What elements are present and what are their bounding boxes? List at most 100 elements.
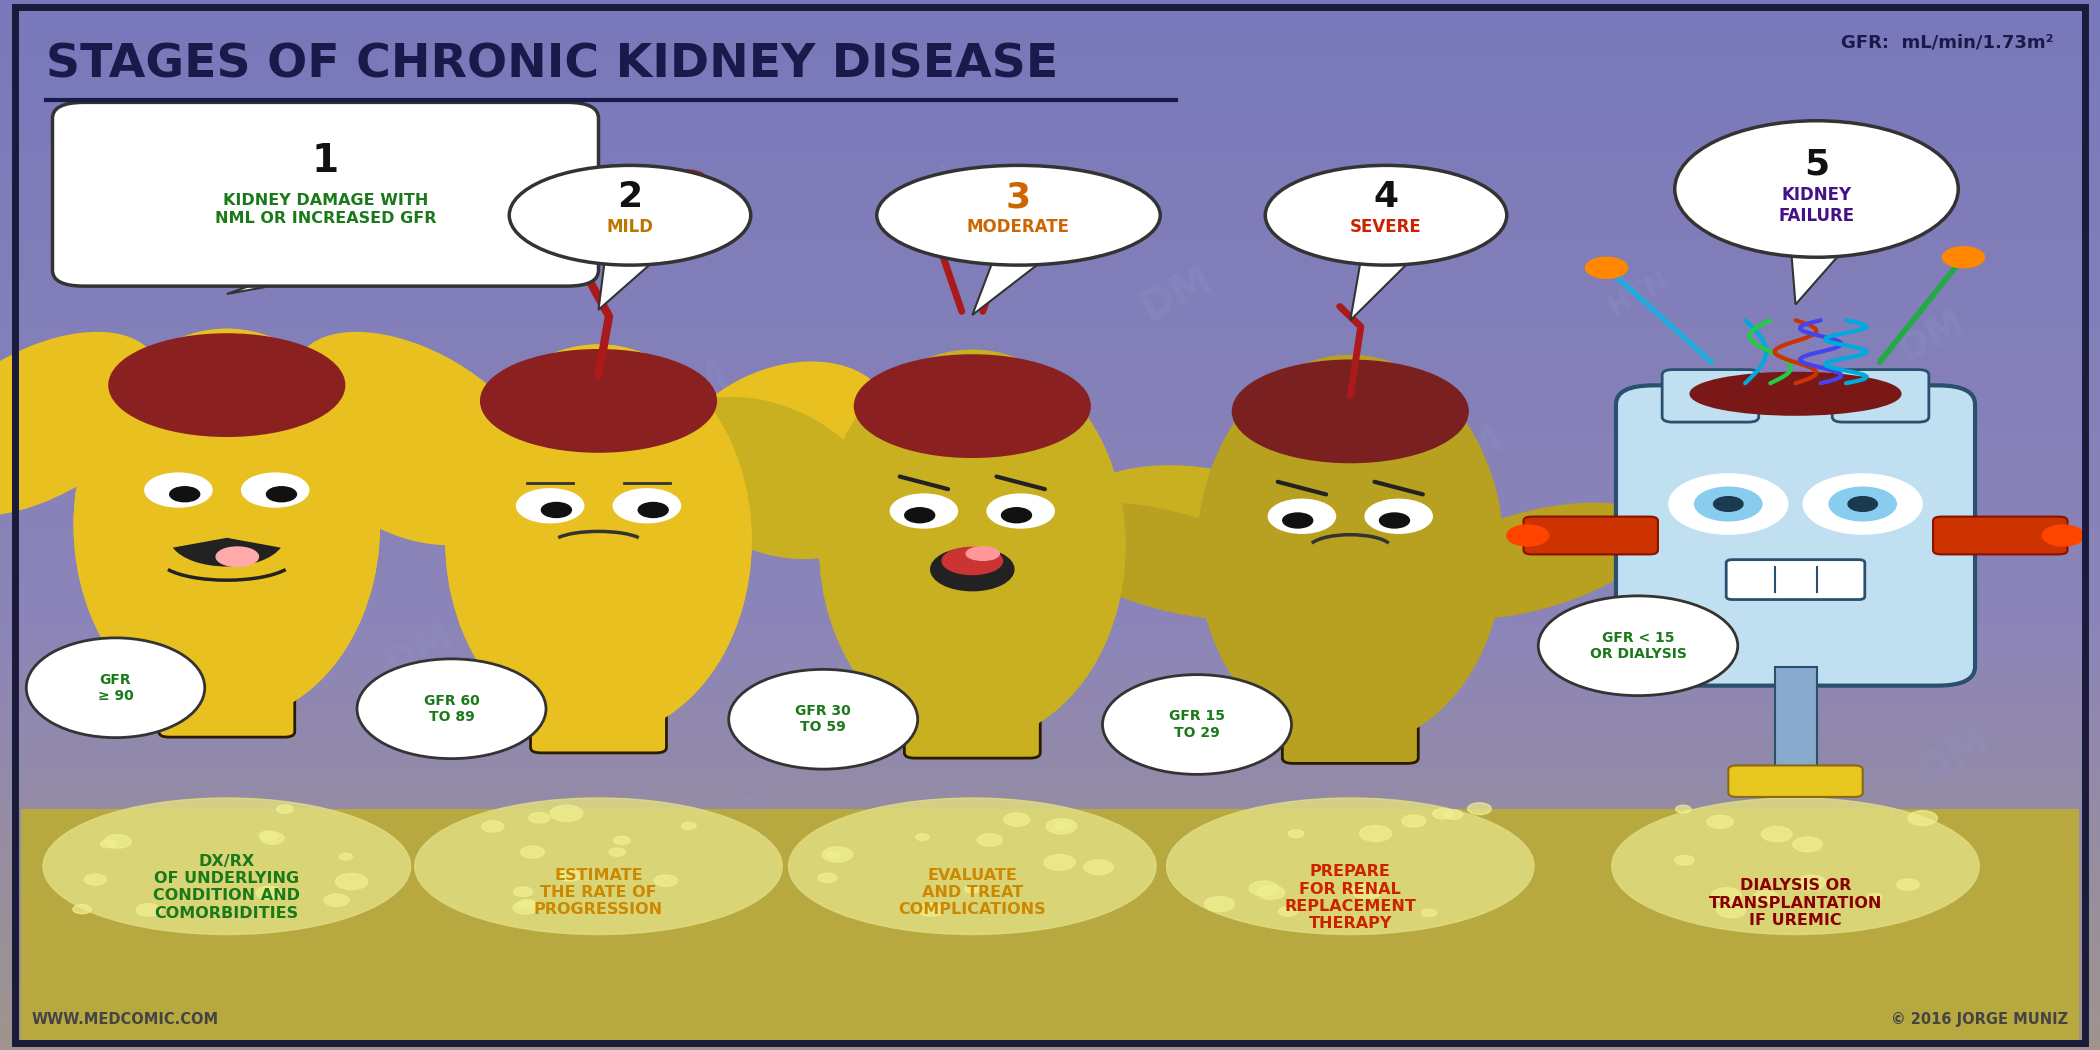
Circle shape: [1054, 821, 1071, 830]
Bar: [0, 609, 2100, 612]
Bar: [0, 679, 2100, 682]
Bar: [0, 301, 2100, 304]
Bar: [0, 1026, 2100, 1029]
Bar: [0, 774, 2100, 777]
Ellipse shape: [821, 352, 1124, 740]
Circle shape: [323, 894, 349, 906]
Circle shape: [1762, 826, 1791, 842]
Circle shape: [1712, 887, 1741, 903]
Bar: [0, 49, 2100, 53]
Bar: [0, 861, 2100, 864]
Bar: [0, 448, 2100, 451]
Bar: [0, 669, 2100, 672]
Ellipse shape: [878, 165, 1159, 265]
Bar: [0, 312, 2100, 315]
Bar: [0, 318, 2100, 322]
Bar: [0, 816, 2100, 819]
Bar: [0, 672, 2100, 675]
Bar: [0, 231, 2100, 234]
Bar: [0, 24, 2100, 28]
Bar: [0, 213, 2100, 217]
Circle shape: [481, 821, 504, 832]
Ellipse shape: [1264, 165, 1508, 265]
Bar: [0, 399, 2100, 402]
Bar: [0, 833, 2100, 837]
Circle shape: [1907, 811, 1938, 825]
Bar: [0, 711, 2100, 714]
Bar: [0, 270, 2100, 273]
Circle shape: [153, 130, 195, 151]
Bar: [0, 788, 2100, 791]
Bar: [0, 10, 2100, 14]
Text: DM: DM: [699, 789, 771, 849]
Bar: [0, 150, 2100, 154]
Bar: [0, 598, 2100, 602]
Text: SEVERE: SEVERE: [1350, 218, 1422, 236]
Circle shape: [84, 874, 107, 885]
Bar: [0, 602, 2100, 606]
Circle shape: [1695, 487, 1762, 521]
Bar: [0, 973, 2100, 976]
Ellipse shape: [508, 165, 752, 265]
Bar: [0, 830, 2100, 833]
Bar: [0, 74, 2100, 77]
Text: GFR 30
TO 59: GFR 30 TO 59: [796, 705, 850, 734]
Circle shape: [277, 805, 294, 814]
Circle shape: [964, 885, 981, 892]
Bar: [0, 1029, 2100, 1032]
Bar: [0, 60, 2100, 63]
Bar: [0, 696, 2100, 700]
Ellipse shape: [1613, 798, 1978, 934]
FancyBboxPatch shape: [531, 616, 666, 753]
Bar: [0, 732, 2100, 735]
Circle shape: [1896, 879, 1919, 890]
Bar: [0, 52, 2100, 56]
Bar: [0, 343, 2100, 346]
Ellipse shape: [216, 547, 258, 566]
Bar: [0, 798, 2100, 801]
Circle shape: [1804, 475, 1922, 533]
FancyBboxPatch shape: [1728, 765, 1863, 797]
Bar: [0, 255, 2100, 259]
Bar: [0, 168, 2100, 171]
Circle shape: [1586, 257, 1628, 278]
Circle shape: [514, 887, 533, 897]
Bar: [0, 490, 2100, 493]
Circle shape: [1338, 379, 1466, 444]
Bar: [0, 7, 2100, 10]
Circle shape: [987, 495, 1054, 528]
Bar: [0, 574, 2100, 578]
Circle shape: [1359, 825, 1392, 841]
Bar: [0, 742, 2100, 745]
Text: ESTIMATE
THE RATE OF
PROGRESSION: ESTIMATE THE RATE OF PROGRESSION: [533, 867, 664, 918]
Bar: [0, 70, 2100, 74]
Bar: [0, 108, 2100, 112]
Bar: [0, 210, 2100, 213]
Ellipse shape: [1102, 675, 1292, 775]
Bar: [0, 21, 2100, 24]
Bar: [0, 753, 2100, 756]
Bar: [0, 249, 2100, 252]
Bar: [0, 294, 2100, 297]
FancyBboxPatch shape: [160, 601, 294, 737]
FancyBboxPatch shape: [1726, 560, 1865, 600]
Circle shape: [242, 474, 309, 507]
Text: EVALUATE
AND TREAT
COMPLICATIONS: EVALUATE AND TREAT COMPLICATIONS: [899, 867, 1046, 918]
Text: KIDNEY DAMAGE WITH
NML OR INCREASED GFR: KIDNEY DAMAGE WITH NML OR INCREASED GFR: [214, 193, 437, 226]
Bar: [0, 924, 2100, 927]
Bar: [0, 627, 2100, 630]
Circle shape: [1268, 500, 1336, 533]
Bar: [0, 459, 2100, 462]
Bar: [0, 717, 2100, 721]
FancyBboxPatch shape: [52, 103, 598, 287]
Bar: [0, 497, 2100, 501]
Polygon shape: [227, 271, 357, 294]
Bar: [0, 693, 2100, 696]
Bar: [0, 441, 2100, 444]
Bar: [0, 284, 2100, 287]
Bar: [0, 707, 2100, 711]
Bar: [0, 385, 2100, 388]
Bar: [0, 980, 2100, 984]
Ellipse shape: [447, 346, 750, 735]
Bar: [0, 921, 2100, 924]
